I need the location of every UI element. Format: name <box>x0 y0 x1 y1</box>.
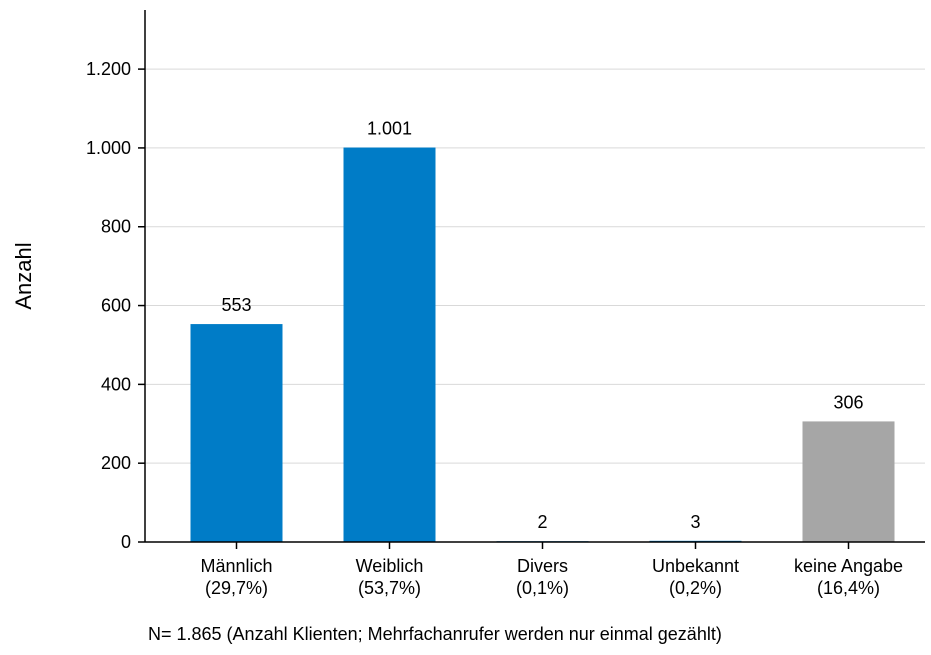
footnote: N= 1.865 (Anzahl Klienten; Mehrfachanruf… <box>148 624 722 644</box>
category-label: keine Angabe (16,4%) <box>794 556 903 598</box>
y-tick-label: 1.200 <box>86 59 131 79</box>
value-label: 2 <box>537 512 547 532</box>
y-tick-labels: 0 200 400 600 800 1.000 1.200 <box>86 59 131 552</box>
value-labels: 553 1.001 2 3 306 <box>221 119 863 533</box>
category-label: Divers (0,1%) <box>516 556 569 598</box>
bars <box>190 147 895 542</box>
value-label: 553 <box>221 295 251 315</box>
bar <box>190 324 283 542</box>
y-axis-title: Anzahl <box>11 242 36 309</box>
bar <box>802 421 895 542</box>
category-label: Männlich (29,7%) <box>200 556 272 598</box>
axes <box>138 10 925 549</box>
bar <box>343 147 436 542</box>
value-label: 306 <box>833 392 863 412</box>
y-tick-label: 600 <box>101 296 131 316</box>
y-tick-label: 1.000 <box>86 138 131 158</box>
y-tick-label: 200 <box>101 453 131 473</box>
y-tick-label: 0 <box>121 532 131 552</box>
value-label: 3 <box>690 512 700 532</box>
category-label: Unbekannt (0,2%) <box>652 556 739 598</box>
value-label: 1.001 <box>367 119 412 139</box>
y-tick-label: 400 <box>101 374 131 394</box>
category-labels: Männlich (29,7%) Weiblich (53,7%) Divers (0,1… <box>200 556 903 598</box>
category-label: Weiblich (53,7%) <box>356 556 424 598</box>
y-tick-label: 800 <box>101 217 131 237</box>
